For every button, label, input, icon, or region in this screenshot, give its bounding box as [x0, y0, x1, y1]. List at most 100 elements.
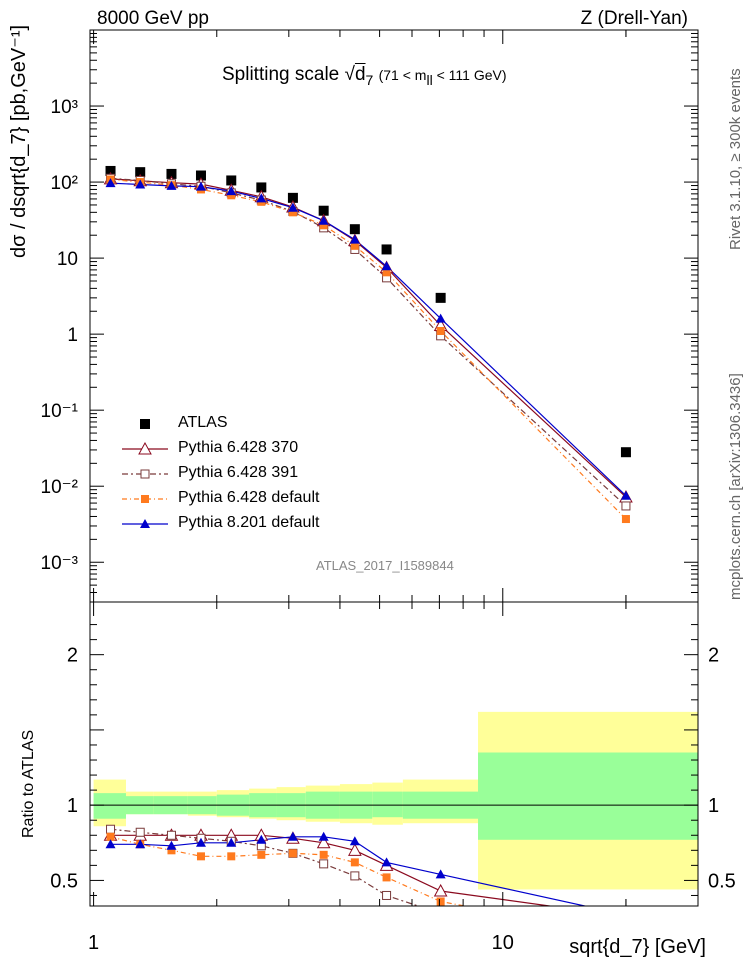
- band-green-bin: [93, 793, 126, 819]
- ratio-point: [257, 850, 266, 859]
- legend-marker: [140, 469, 150, 479]
- ratio-y-tick-label-right: 1: [708, 795, 719, 817]
- data-point: [256, 193, 267, 203]
- mass-range-sub: ll: [426, 71, 433, 88]
- data-point: [349, 234, 360, 244]
- plot-title: Splitting scale √d7 (71 < mll < 111 GeV): [222, 64, 507, 88]
- y-tick-label: 10⁻¹: [41, 401, 79, 422]
- ratio-point: [195, 837, 206, 847]
- ratio-frame: [89, 601, 699, 907]
- data-point: [287, 192, 298, 203]
- data-point: [105, 165, 116, 176]
- y-axis-label-main: dσ / dsqrt{d_7} [pb,GeV⁻¹]: [8, 24, 30, 258]
- ratio-point: [167, 846, 176, 855]
- data-point: [195, 170, 206, 181]
- band-green-bin: [372, 791, 403, 818]
- sqrt-subscript: 7: [365, 71, 374, 88]
- data-point: [318, 205, 329, 216]
- y-tick-label: 10⁻²: [41, 477, 79, 498]
- data-point: [435, 292, 446, 303]
- legend-marker: [141, 495, 149, 503]
- data-point: [620, 447, 631, 458]
- sqrt-symbol: d: [354, 64, 366, 85]
- data-point: [620, 490, 631, 500]
- ratio-point: [135, 827, 145, 837]
- ratio-point: [106, 824, 116, 834]
- process-label: Z (Drell-Yan): [580, 8, 688, 29]
- data-point: [256, 182, 267, 193]
- data-point: [621, 515, 630, 524]
- data-point: [381, 244, 392, 255]
- ratio-point: [166, 840, 177, 850]
- ratio-point: [382, 873, 391, 882]
- ratio-y-tick-label-right: 2: [708, 645, 719, 667]
- energy-label: 8000 GeV pp: [97, 8, 209, 29]
- data-point: [226, 186, 237, 196]
- ratio-point: [318, 831, 329, 841]
- ratio-point: [436, 897, 445, 906]
- ratio-point: [350, 871, 360, 881]
- ratio-point: [105, 839, 116, 849]
- ratio-point: [166, 830, 176, 840]
- series-line: [110, 178, 627, 498]
- x-tick-label: 10: [492, 932, 514, 954]
- band-green-bin: [478, 752, 698, 840]
- data-point: [195, 181, 206, 191]
- ratio-line: [110, 836, 469, 906]
- data-point: [621, 501, 631, 511]
- data-point: [349, 224, 360, 235]
- ratio-y-tick-label: 2: [67, 645, 78, 667]
- legend-marker: [140, 519, 150, 528]
- data-point: [382, 268, 391, 277]
- x-tick-label: 1: [88, 932, 99, 954]
- ratio-point: [196, 852, 205, 861]
- ratio-point: [435, 869, 446, 879]
- ratio-point: [433, 883, 448, 897]
- ratio-point: [349, 836, 360, 846]
- legend-entry: Pythia 6.428 default: [178, 489, 320, 506]
- ratio-line: [110, 828, 421, 906]
- legend-entry: ATLAS: [178, 414, 228, 431]
- data-point: [227, 191, 236, 200]
- rivet-version-label: Rivet 3.1.10, ≥ 300k events: [727, 68, 744, 250]
- plot-title-main: Splitting scale: [222, 64, 340, 85]
- data-point: [318, 215, 329, 225]
- ratio-point: [382, 890, 392, 900]
- ratio-point: [288, 849, 297, 858]
- data-point: [350, 241, 359, 250]
- data-point: [288, 208, 297, 217]
- mass-range-end: < 111 GeV): [432, 67, 507, 83]
- data-point: [135, 179, 146, 189]
- ratio-point: [227, 852, 236, 861]
- ratio-point: [316, 835, 331, 849]
- x-axis-label: sqrt{d_7} [GeV]: [569, 936, 706, 958]
- y-tick-label: 10²: [51, 173, 78, 194]
- source-label: mcplots.cern.ch [arXiv:1306.3436]: [727, 373, 744, 600]
- data-point: [436, 326, 445, 335]
- ratio-y-tick-label: 0.5: [50, 870, 78, 892]
- data-point: [135, 167, 146, 178]
- ratio-point: [256, 834, 267, 844]
- series-line: [110, 177, 627, 507]
- data-point: [166, 180, 177, 190]
- ratio-point: [381, 857, 392, 867]
- sqrt-sign: √: [344, 64, 355, 85]
- legend-marker: [140, 419, 150, 429]
- data-point: [319, 221, 328, 230]
- ratio-point: [350, 858, 359, 867]
- ratio-line: [110, 836, 588, 906]
- y-tick-label: 10³: [51, 97, 78, 118]
- ratio-point: [226, 837, 237, 847]
- legend-entry: Pythia 8.201 default: [178, 514, 320, 531]
- y-tick-label: 10: [57, 249, 78, 270]
- data-point: [435, 313, 446, 323]
- ratio-point: [348, 843, 362, 856]
- y-tick-label: 1: [67, 325, 78, 346]
- data-point: [105, 178, 116, 188]
- legend-entry: Pythia 6.428 370: [178, 439, 299, 456]
- mass-range-start: (71 < m: [378, 67, 427, 83]
- ratio-point: [319, 850, 328, 859]
- ratio-point: [106, 832, 115, 841]
- ratio-point: [135, 839, 146, 849]
- data-point: [226, 175, 237, 186]
